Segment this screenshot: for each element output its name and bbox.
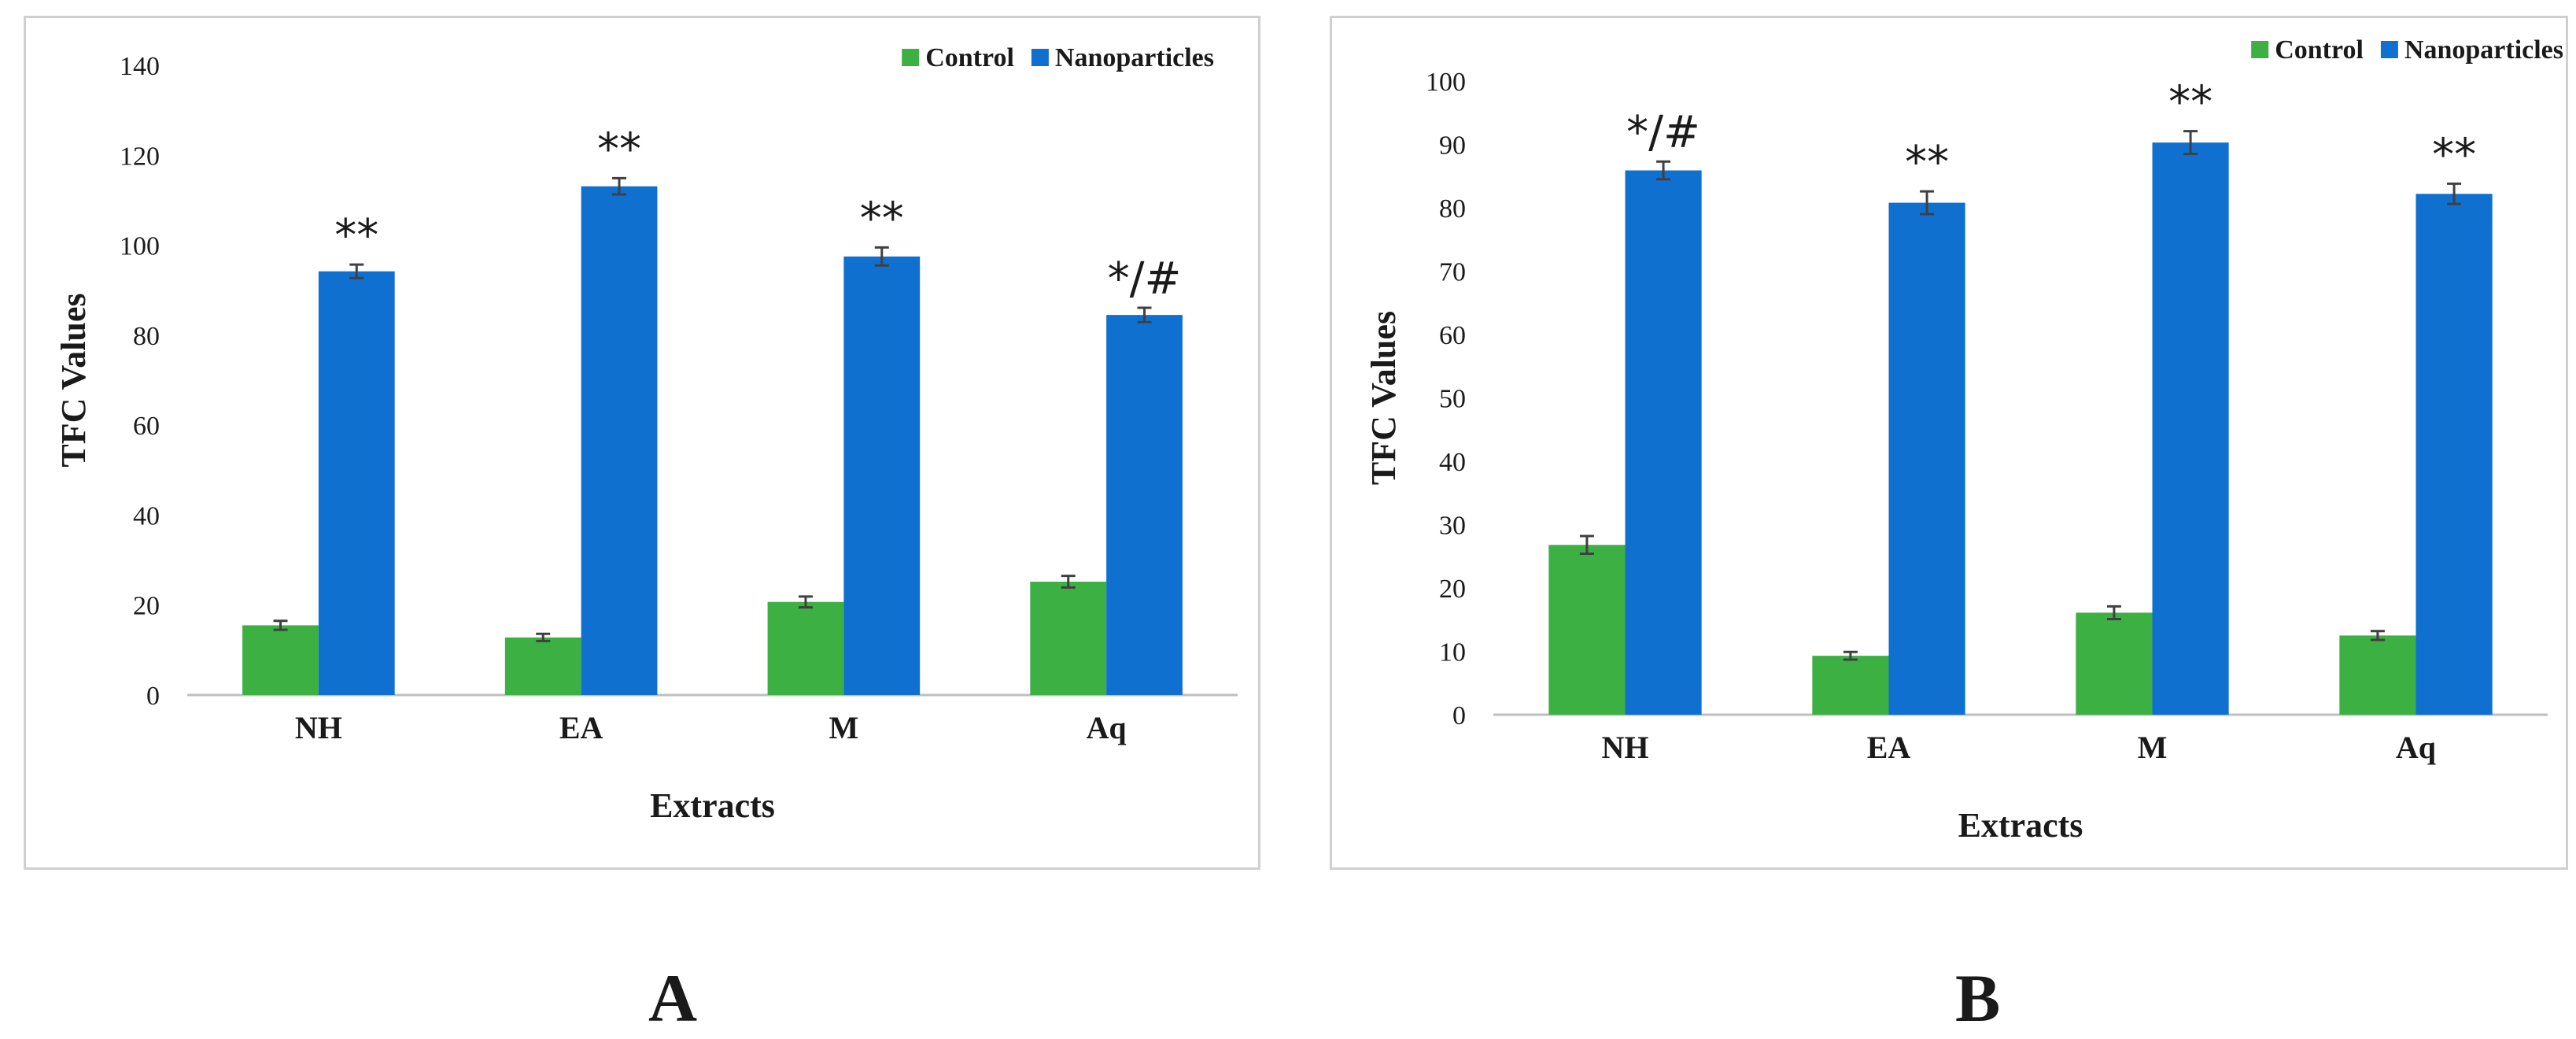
bar-control-aq [2339, 635, 2416, 715]
bar-nanoparticles-nh [1625, 170, 1702, 715]
y-tick-label: 10 [1439, 638, 1466, 667]
y-tick-label: 80 [1439, 194, 1466, 224]
legend-swatch-control [902, 49, 920, 66]
panel-label-b: B [1955, 960, 2001, 1036]
bar-nanoparticles-ea [581, 186, 658, 695]
error-bar-control-aq [2370, 630, 2385, 642]
x-category-label-aq: Aq [1087, 710, 1127, 745]
significance-label-m: ** [860, 193, 904, 244]
chart-panel-a: 0 20 40 60 80 100 120 140 ** NH ** EA ** M */# Aq Extrac… [24, 16, 1260, 870]
bar-nanoparticles-aq [2415, 194, 2493, 715]
error-bar-nanoparticles-m [874, 246, 889, 267]
error-bar-control-nh [1579, 534, 1594, 556]
y-tick-label: 0 [146, 682, 160, 711]
significance-label-m: ** [2168, 77, 2212, 128]
significance-label-ea: ** [597, 124, 641, 175]
legend: Control Nanoparticles [2251, 35, 2563, 65]
x-category-label-m: M [2138, 730, 2168, 765]
legend-label-nanoparticles: Nanoparticles [1055, 43, 1214, 72]
x-category-label-ea: EA [1867, 730, 1911, 765]
significance-label-nh: ** [334, 210, 378, 261]
chart-b-svg: 0 10 20 30 40 50 60 70 80 90 100 */# NH ** EA ** M ** Aq Ex… [1364, 35, 2563, 845]
error-bar-control-m [798, 595, 813, 609]
legend-swatch-control [2251, 41, 2269, 58]
bar-nanoparticles-m [843, 256, 921, 695]
y-tick-label: 60 [133, 412, 160, 441]
y-tick-label: 100 [1426, 68, 1466, 97]
x-axis-title: Extracts [650, 786, 775, 825]
bar-control-ea [504, 637, 581, 695]
error-bar-nanoparticles-ea [612, 176, 627, 196]
y-tick-label: 0 [1452, 701, 1466, 730]
error-bar-nanoparticles-aq [2447, 182, 2462, 205]
error-bar-control-ea [1843, 650, 1858, 661]
y-tick-label: 60 [1439, 321, 1466, 350]
significance-label-nh: */# [1626, 107, 1700, 158]
x-category-label-m: M [829, 710, 858, 745]
bar-nanoparticles-aq [1106, 315, 1183, 695]
bar-control-nh [1548, 545, 1626, 715]
error-bar-control-m [2106, 605, 2121, 620]
bar-control-m [2076, 612, 2153, 715]
y-axis-title: TFC Values [1364, 311, 1403, 485]
legend-label-control: Control [2275, 35, 2364, 65]
x-axis-title: Extracts [1958, 806, 2083, 845]
x-category-label-aq: Aq [2396, 730, 2436, 765]
x-category-label-ea: EA [559, 710, 603, 745]
panel-label-a: A [648, 960, 698, 1036]
error-bar-nanoparticles-m [2183, 130, 2198, 156]
error-bar-control-nh [273, 619, 288, 631]
chart-a-svg: 0 20 40 60 80 100 120 140 ** NH ** EA ** M */# Aq Extrac… [54, 43, 1238, 825]
error-bar-nanoparticles-ea [1920, 190, 1935, 216]
significance-label-aq: ** [2432, 129, 2476, 180]
y-tick-label: 120 [120, 142, 160, 171]
bar-control-aq [1030, 582, 1107, 695]
y-tick-label: 40 [133, 501, 160, 531]
bar-control-nh [242, 625, 319, 695]
significance-label-ea: ** [1905, 137, 1949, 188]
x-category-label-nh: NH [295, 710, 342, 745]
bar-control-m [767, 601, 844, 695]
y-tick-label: 70 [1439, 258, 1466, 287]
y-tick-label: 20 [133, 592, 160, 621]
y-tick-label: 90 [1439, 131, 1466, 161]
error-bar-control-ea [536, 632, 551, 642]
x-category-label-nh: NH [1602, 730, 1649, 765]
y-tick-label: 140 [120, 52, 160, 81]
error-bar-nanoparticles-aq [1137, 306, 1152, 324]
significance-label-aq: */# [1108, 253, 1182, 305]
legend-label-control: Control [925, 43, 1014, 72]
y-axis-title: TFC Values [54, 293, 93, 467]
bar-nanoparticles-nh [318, 271, 395, 695]
legend-label-nanoparticles: Nanoparticles [2404, 35, 2563, 65]
legend-swatch-nanoparticles [2380, 41, 2398, 58]
y-tick-label: 30 [1439, 512, 1466, 541]
y-tick-label: 50 [1439, 385, 1466, 414]
y-tick-label: 20 [1439, 575, 1466, 604]
error-bar-nanoparticles-nh [349, 263, 364, 279]
y-tick-label: 100 [120, 232, 160, 261]
error-bar-nanoparticles-nh [1656, 160, 1671, 181]
bar-nanoparticles-ea [1888, 202, 1965, 715]
error-bar-control-aq [1061, 575, 1076, 589]
chart-panel-b: 0 10 20 30 40 50 60 70 80 90 100 */# NH ** EA ** M ** Aq Ex… [1330, 16, 2568, 870]
y-tick-label: 80 [133, 322, 160, 351]
y-tick-label: 40 [1439, 448, 1466, 477]
legend-swatch-nanoparticles [1031, 49, 1049, 66]
bar-control-ea [1812, 656, 1889, 715]
bar-nanoparticles-m [2152, 142, 2229, 715]
legend: Control Nanoparticles [902, 43, 1214, 72]
